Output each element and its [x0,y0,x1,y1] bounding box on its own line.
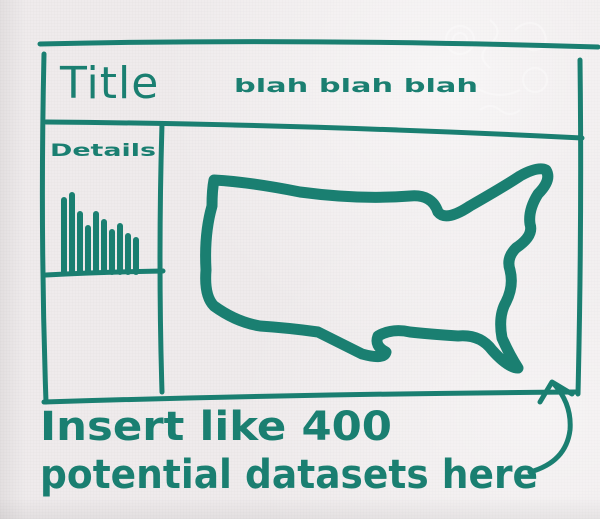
title-label: Title [59,58,159,109]
header-divider [43,119,585,141]
curved-arrow-icon [527,379,575,475]
frame-top-line [37,39,600,50]
note-line-1: Insert like 400 [40,404,392,450]
sidebar-details-label: Details [50,141,156,161]
frame-left-line [39,51,49,405]
mini-histogram-icon [61,192,139,275]
frame-bottom-line [41,389,579,405]
sidebar-divider [157,121,165,395]
note-line-2: potential datasets here [40,452,538,498]
subtitle-label: blah blah blah [234,75,478,97]
frame-right-line [575,57,584,397]
us-map-outline-icon [200,163,554,374]
